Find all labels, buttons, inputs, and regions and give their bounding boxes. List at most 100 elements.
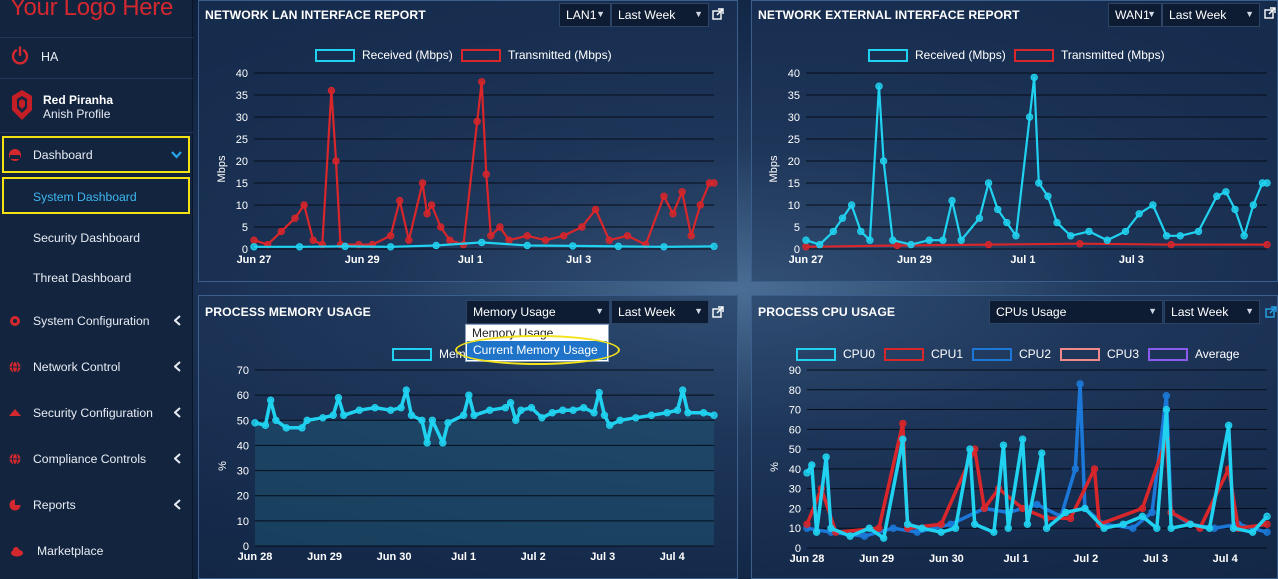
sidebar-item-system-dashboard[interactable]: System Dashboard (0, 182, 193, 212)
data-point (1205, 524, 1214, 532)
data-point (994, 205, 1002, 214)
data-point (386, 232, 395, 240)
data-point (1038, 449, 1046, 457)
sidebar-item-reports[interactable]: Reports (0, 487, 193, 523)
external-link-icon[interactable] (712, 306, 724, 318)
data-point (600, 411, 609, 419)
x-tick-label: Jul 1 (458, 254, 483, 266)
range-select[interactable]: Last Week ▼ (1162, 3, 1260, 27)
y-tick-label: 5 (242, 222, 248, 234)
data-point (937, 528, 945, 536)
y-tick-label: 30 (789, 484, 801, 496)
data-point (1129, 524, 1137, 532)
data-point (827, 524, 835, 532)
divider (0, 78, 193, 79)
wan-chart: 0 5 10 15 20 25 30 35 40 Mbps Jun 27 Jun 29 Jul 1 Jul… (768, 68, 1271, 266)
data-point (1071, 465, 1080, 473)
y-tick-label: 15 (236, 178, 248, 190)
data-point (918, 524, 926, 532)
data-point (523, 241, 531, 250)
data-point (579, 404, 588, 412)
y-tick-label: 20 (236, 156, 248, 168)
data-point (371, 404, 379, 412)
legend-swatch (1148, 348, 1188, 361)
sidebar-item-threat-dashboard[interactable]: Threat Dashboard (0, 263, 193, 293)
x-tick-label: Jul 1 (1010, 254, 1035, 266)
data-point (482, 170, 490, 178)
logo: Your Logo Here (10, 0, 174, 21)
y-tick-label: 0 (795, 543, 801, 555)
data-point (984, 179, 993, 187)
data-point (684, 409, 692, 417)
sidebar-item-network-control[interactable]: Network Control (0, 349, 193, 385)
ha-item[interactable]: HA (0, 38, 193, 78)
sidebar-item-compliance-controls[interactable]: Compliance Controls (0, 441, 193, 477)
external-interface-panel: NETWORK EXTERNAL INTERFACE REPORT WAN1 ▼ … (751, 0, 1278, 282)
sidebar-item-security-configuration[interactable]: Security Configuration (0, 395, 193, 431)
sidebar-item-label: Compliance Controls (33, 452, 147, 466)
data-point (857, 227, 865, 236)
data-point (487, 232, 495, 240)
interface-select[interactable]: LAN1 ▼ (559, 3, 611, 27)
data-point (1153, 524, 1161, 532)
x-tick-label: Jul 1 (1004, 553, 1029, 565)
data-point (879, 157, 888, 165)
data-point (808, 461, 816, 469)
data-point (569, 242, 577, 250)
external-link-icon[interactable] (1264, 7, 1276, 19)
external-link-icon[interactable] (1265, 306, 1277, 318)
data-point (1138, 512, 1147, 521)
memory-select[interactable]: Memory Usage ▼ (466, 300, 610, 324)
data-point (875, 82, 883, 90)
series-line (253, 80, 714, 246)
sidebar-item-marketplace[interactable]: Marketplace (0, 533, 193, 569)
data-point (423, 439, 431, 447)
data-point (984, 240, 993, 249)
data-point (1263, 179, 1271, 187)
data-point (1076, 240, 1084, 248)
external-link-icon[interactable] (712, 8, 724, 20)
x-tick-label: Jun 29 (897, 254, 932, 266)
data-point (250, 236, 258, 244)
interface-select[interactable]: WAN1 ▼ (1108, 3, 1162, 27)
data-point (251, 419, 259, 427)
data-point (569, 406, 577, 414)
data-point (298, 424, 306, 432)
data-point (673, 406, 682, 414)
legend-swatch (461, 49, 501, 62)
data-point (903, 520, 912, 528)
sidebar-item-security-dashboard[interactable]: Security Dashboard (0, 223, 193, 253)
sidebar-item-dashboard[interactable]: Dashboard (0, 137, 193, 173)
memory-chart: 0 10 20 30 40 50 60 70% Jun 28 Jun 29 Jun 30 Jul 1 J… (217, 365, 718, 563)
y-axis-label: % (217, 461, 229, 471)
y-tick-label: 20 (788, 156, 800, 168)
data-point (396, 196, 404, 205)
sidebar-item-system-configuration[interactable]: System Configuration (0, 303, 193, 339)
select-value: CPUs Usage (996, 305, 1067, 319)
data-point (291, 214, 299, 222)
range-select[interactable]: Last Week ▼ (611, 3, 709, 27)
profile-item[interactable]: Red Piranha Anish Profile (0, 80, 193, 132)
data-point (591, 205, 600, 214)
sidebar-item-label: Marketplace (37, 544, 104, 558)
data-point (538, 414, 546, 422)
y-tick-label: 5 (794, 222, 800, 234)
data-point (541, 236, 550, 244)
legend-swatch (796, 348, 836, 361)
gear-icon (10, 316, 20, 326)
select-value: Last Week (1169, 8, 1227, 22)
data-point (999, 441, 1008, 449)
data-point (605, 421, 614, 430)
legend-label: Received (Mbps) (915, 48, 1006, 62)
series-line (805, 421, 1268, 534)
select-value: LAN1 (566, 8, 597, 22)
legend-swatch (1060, 348, 1100, 361)
data-point (812, 528, 821, 536)
range-select[interactable]: Last Week ▼ (611, 300, 709, 324)
x-tick-label: Jul 3 (566, 254, 591, 266)
data-point (1249, 201, 1258, 209)
cpu-select[interactable]: CPUs Usage ▼ (989, 300, 1163, 324)
range-select[interactable]: Last Week ▼ (1164, 300, 1260, 324)
caret-down-icon: ▼ (595, 306, 604, 316)
data-point (444, 419, 452, 427)
